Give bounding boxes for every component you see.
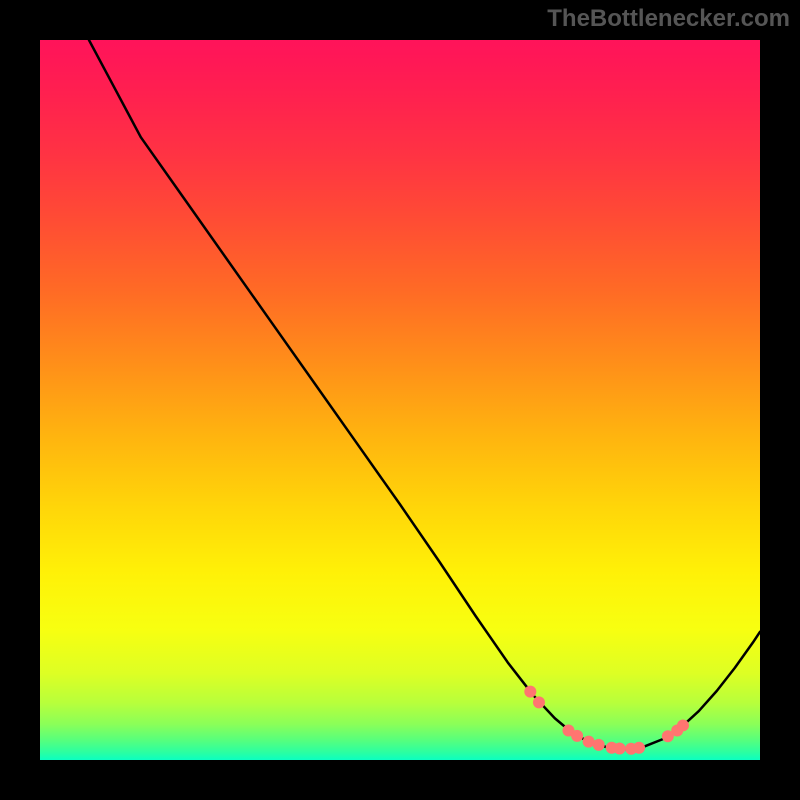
data-marker [677,719,689,731]
watermark-text: TheBottlenecker.com [547,5,790,33]
data-marker [614,742,626,754]
data-marker [524,686,536,698]
data-marker [533,696,545,708]
data-marker [593,739,605,751]
data-marker [571,730,583,742]
bottleneck-curve-plot [40,40,760,760]
chart-container: { "watermark": { "text": "TheBottlenecke… [0,0,800,800]
data-marker [633,742,645,754]
